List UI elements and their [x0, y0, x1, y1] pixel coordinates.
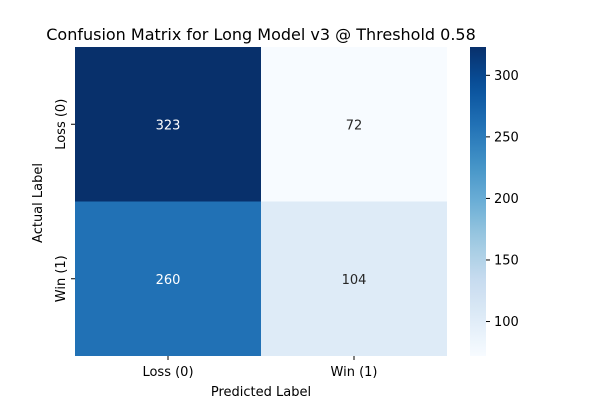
x-axis-label: Predicted Label	[211, 385, 311, 400]
x-tick-label: Loss (0)	[142, 365, 193, 380]
colorbar: 100 150 200 250 300	[470, 47, 519, 356]
y-tick-label: Win (1)	[54, 255, 69, 302]
heatmap-cell	[75, 47, 261, 202]
colorbar-tick-label: 200	[494, 192, 519, 207]
cell-value-label: 323	[156, 118, 181, 133]
colorbar-tick-label: 150	[494, 253, 519, 268]
heatmap-cell	[261, 201, 447, 356]
colorbar-tick-label: 100	[494, 315, 519, 330]
colorbar-gradient	[470, 47, 486, 356]
x-axis-ticks: Loss (0) Win (1)	[142, 356, 377, 380]
colorbar-tick-label: 250	[494, 130, 519, 145]
y-tick-label: Loss (0)	[54, 99, 69, 150]
colorbar-tick-label: 300	[494, 69, 519, 84]
y-axis-label: Actual Label	[31, 163, 46, 243]
cell-value-label: 72	[346, 118, 363, 133]
cell-value-label: 260	[156, 273, 181, 288]
heatmap-cell	[75, 201, 261, 356]
colorbar-ticks: 100 150 200 250 300	[486, 69, 519, 330]
heatmap-cell	[261, 47, 447, 202]
heatmap-cells: 323 72 260 104	[75, 47, 447, 356]
cell-value-label: 104	[342, 273, 367, 288]
chart-title: Confusion Matrix for Long Model v3 @ Thr…	[46, 25, 476, 44]
x-tick-label: Win (1)	[331, 365, 378, 380]
y-axis-ticks: Loss (0) Win (1)	[54, 99, 75, 302]
